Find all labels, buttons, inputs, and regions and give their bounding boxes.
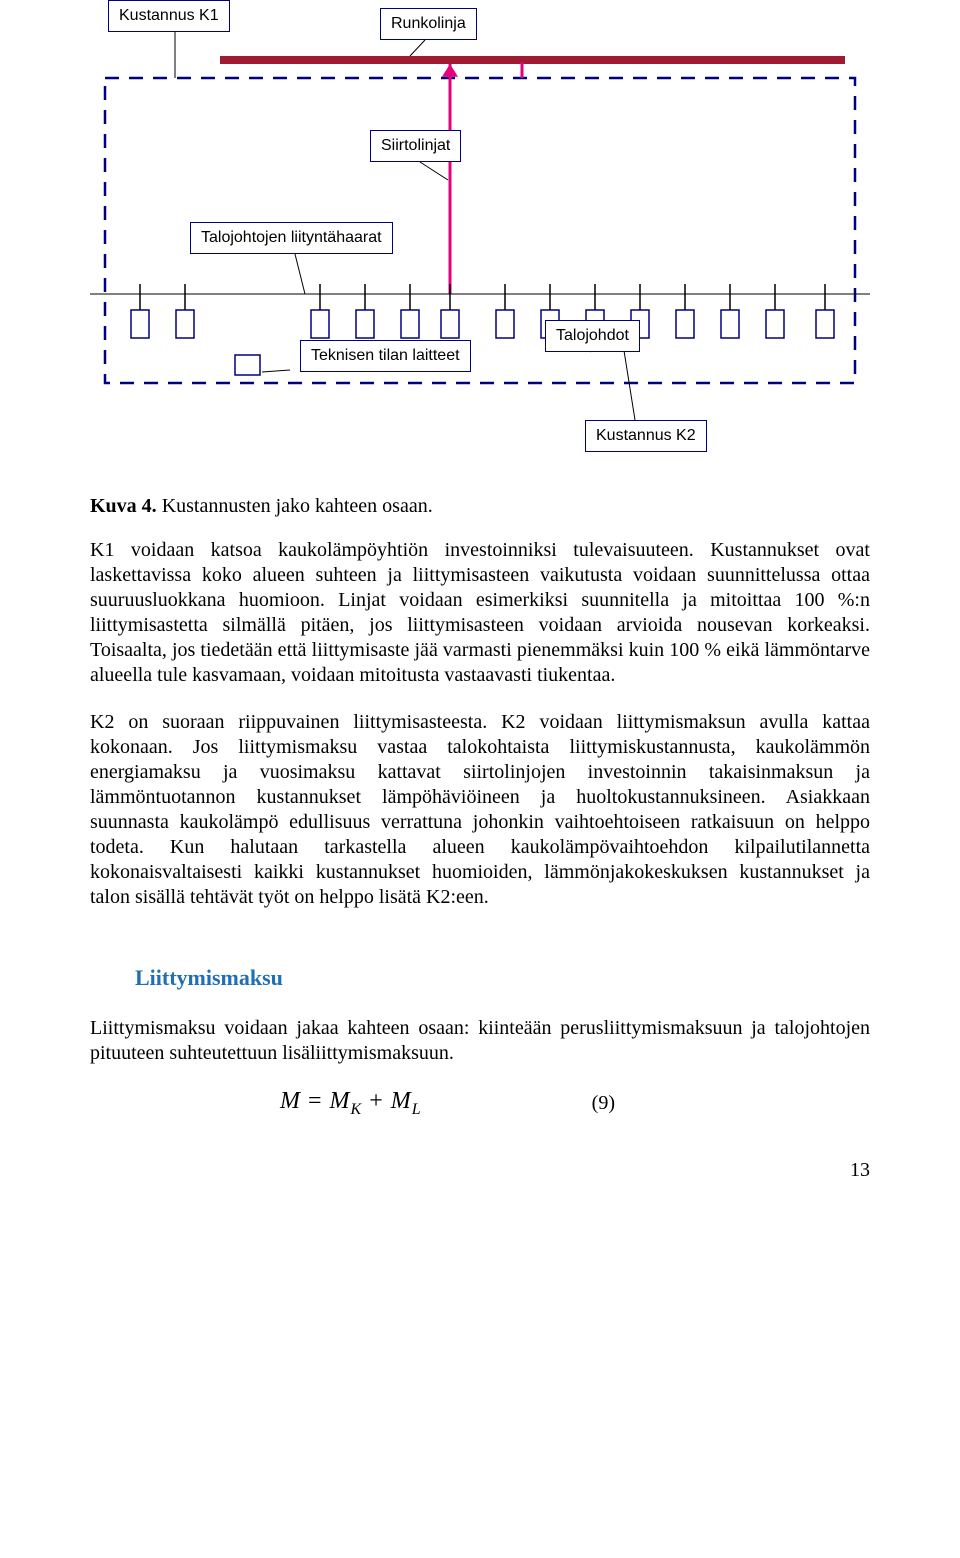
diagram-label-teknisen: Teknisen tilan laitteet <box>300 340 471 372</box>
section-heading: Liittymismaksu <box>135 965 870 991</box>
paragraph-2: K2 on suoraan riippuvainen liittymisaste… <box>90 710 870 910</box>
network-diagram: Kustannus K1 Runkolinja Siirtolinjat Talojo… <box>90 0 870 475</box>
eq-t1: M <box>330 1088 351 1114</box>
equation-number: (9) <box>592 1092 615 1115</box>
diagram-label-talojohdot: Talojohdot <box>545 320 640 352</box>
paragraph-1: K1 voidaan katsoa kaukolämpöyhtiön inves… <box>90 538 870 688</box>
section-intro: Liittymismaksu voidaan jakaa kahteen osa… <box>90 1016 870 1066</box>
eq-t2: M <box>391 1088 412 1114</box>
eq-s2: L <box>412 1101 422 1118</box>
eq-s1: K <box>351 1101 363 1118</box>
page-number: 13 <box>90 1159 870 1182</box>
diagram-label-kustannus-k2: Kustannus K2 <box>585 420 707 452</box>
caption-label: Kuva 4. <box>90 495 157 517</box>
eq-plus: + <box>362 1088 391 1114</box>
diagram-label-runkolinja: Runkolinja <box>380 8 477 40</box>
caption-text: Kustannusten jako kahteen osaan. <box>157 495 433 517</box>
eq-lhs: M <box>280 1088 301 1114</box>
figure-caption: Kuva 4. Kustannusten jako kahteen osaan. <box>90 495 870 518</box>
equation-body: M = MK + ML <box>280 1088 422 1119</box>
diagram-label-talojohtojen: Talojohtojen liityntähaarat <box>190 222 393 254</box>
diagram-label-kustannus-k1: Kustannus K1 <box>108 0 230 32</box>
diagram-label-siirtolinjat: Siirtolinjat <box>370 130 461 162</box>
equation-9: M = MK + ML (9) <box>90 1088 870 1119</box>
eq-equals: = <box>301 1088 330 1114</box>
